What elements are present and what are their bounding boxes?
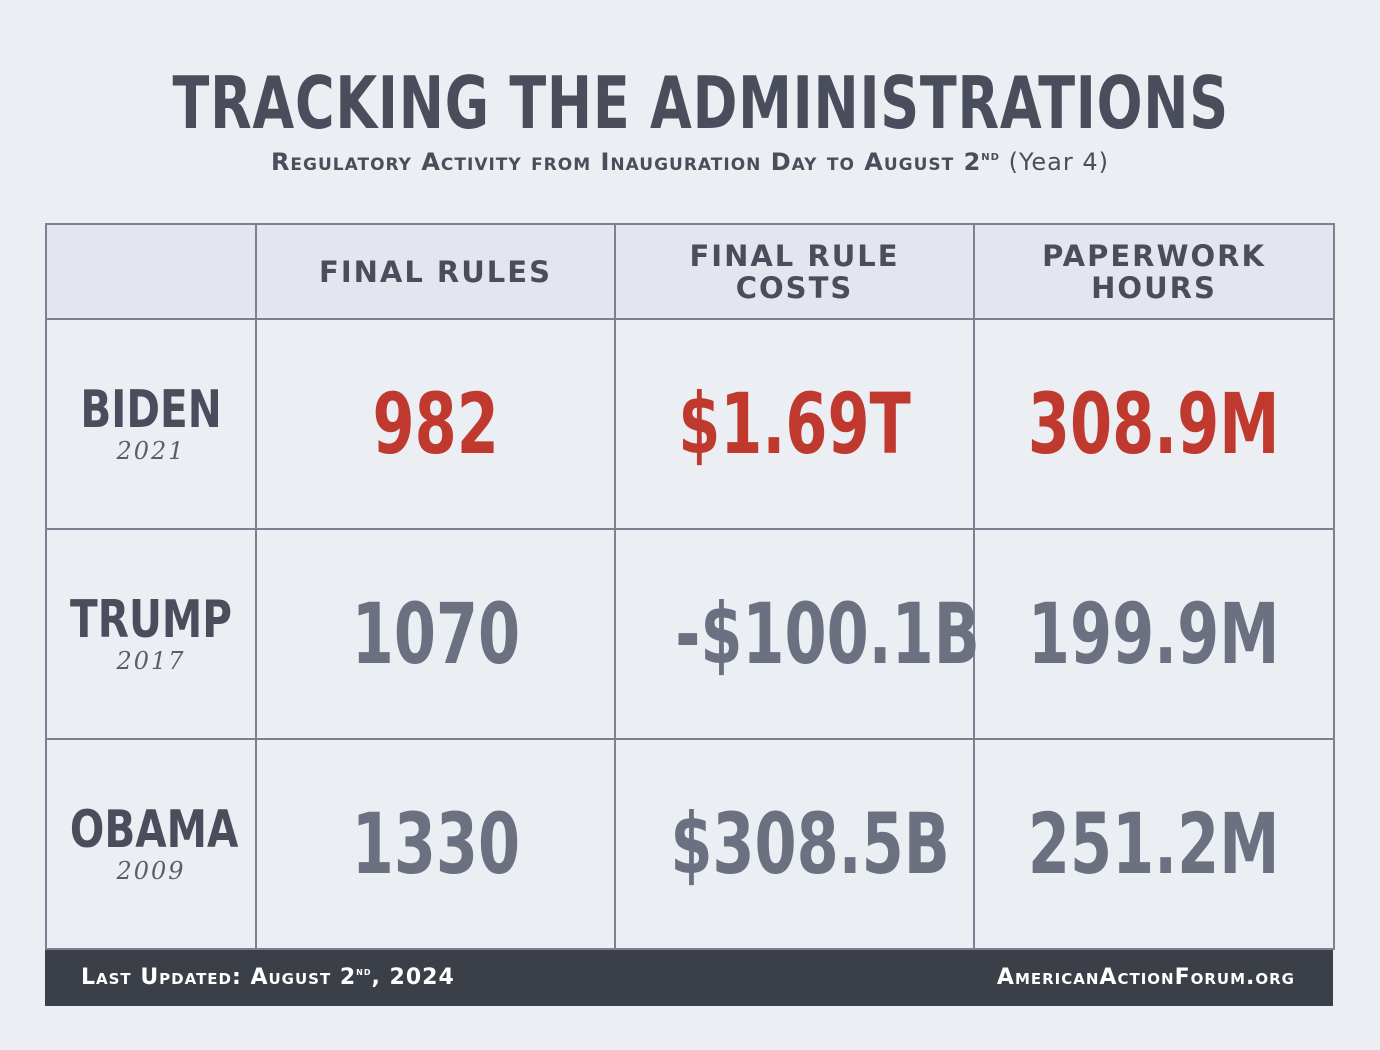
last-updated-superscript: nd [356,964,372,978]
administration-year: 2021 [116,437,186,465]
footer-bar: Last Updated: August 2nd, 2024 AmericanA… [45,950,1333,1006]
final-rule-costs-value: -$100.1B [675,585,980,683]
last-updated-tail: , 2024 [371,965,455,990]
table-row-trump: TRUMP 2017 1070 -$100.1B 199.9M [45,528,1335,740]
row-label-cell: OBAMA 2009 [45,738,257,950]
subtitle-superscript: nd [981,148,1000,164]
final-rule-costs-value: $308.5B [670,795,950,893]
final-rule-costs-value: $1.69T [678,375,911,473]
value-cell-final-rules: 982 [255,318,616,530]
table-header-row: FINAL RULES FINAL RULE COSTS PAPERWORK H… [45,223,1335,320]
row-label-cell: TRUMP 2017 [45,528,257,740]
administration-name: BIDEN [80,380,222,440]
column-header-paperwork-hours-label: PAPERWORK HOURS [1042,238,1266,305]
comparison-table: FINAL RULES FINAL RULE COSTS PAPERWORK H… [45,223,1335,950]
page-subtitle: Regulatory Activity from Inauguration Da… [0,146,1380,178]
paperwork-hours-value: 251.2M [1028,795,1280,893]
column-header-final-rule-costs: FINAL RULE COSTS [614,223,975,320]
value-cell-final-rule-costs: -$100.1B [614,528,980,740]
table-row-biden: BIDEN 2021 982 $1.69T 308.9M [45,318,1335,530]
subtitle-main: Regulatory Activity from Inauguration Da… [270,148,982,176]
value-cell-final-rules: 1070 [255,528,616,740]
column-header-paperwork-hours: PAPERWORK HOURS [973,223,1335,320]
last-updated-main: Last Updated: August 2 [81,965,357,990]
value-cell-paperwork-hours: 251.2M [973,738,1335,950]
column-header-final-rule-costs-label: FINAL RULE COSTS [689,238,900,305]
row-label-cell: BIDEN 2021 [45,318,257,530]
final-rules-value: 1330 [351,795,520,893]
site-link[interactable]: AmericanActionForum.org [996,965,1295,990]
value-cell-paperwork-hours: 199.9M [973,528,1335,740]
paperwork-hours-value: 199.9M [1028,585,1280,683]
final-rules-value: 982 [372,375,499,473]
subtitle-tail: (Year 4) [999,148,1110,176]
page-title: TRACKING THE ADMINISTRATIONS [172,61,1229,145]
value-cell-final-rule-costs: $308.5B [614,738,975,950]
paperwork-hours-value: 308.9M [1028,375,1280,473]
administration-year: 2017 [116,647,186,675]
administration-name: TRUMP [70,590,232,650]
table-row-obama: OBAMA 2009 1330 $308.5B 251.2M [45,738,1335,950]
administration-year: 2009 [116,857,186,885]
column-header-final-rules: FINAL RULES [255,223,616,320]
value-cell-final-rules: 1330 [255,738,616,950]
final-rules-value: 1070 [351,585,520,683]
administration-name: OBAMA [69,800,239,860]
value-cell-final-rule-costs: $1.69T [614,318,975,530]
last-updated-text: Last Updated: August 2nd, 2024 [81,962,455,994]
value-cell-paperwork-hours: 308.9M [973,318,1335,530]
header-empty-cell [45,223,257,320]
